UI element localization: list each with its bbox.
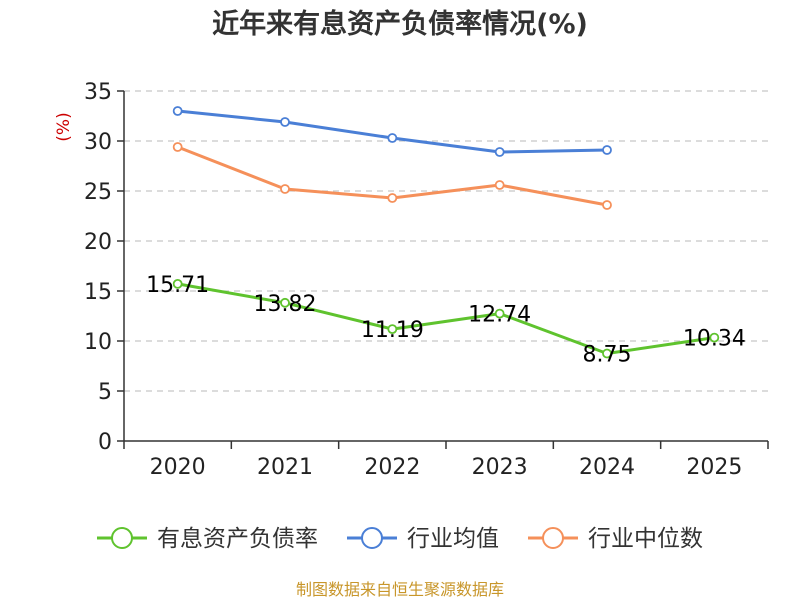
legend-label: 有息资产负债率 (157, 526, 318, 552)
x-tick-label: 2024 (579, 455, 635, 480)
data-point (602, 348, 612, 359)
series-line (177, 282, 715, 355)
data-labels: 15.71 13.82 11.19 12.74 8.75 10.34 (146, 273, 746, 368)
data-point (280, 117, 290, 127)
x-tick-label: 2021 (257, 455, 313, 480)
y-tick-label: 0 (98, 430, 112, 455)
y-axis-label: (%) (54, 112, 74, 141)
data-label: 10.34 (683, 327, 746, 352)
x-tick-label: 2025 (686, 455, 742, 480)
data-point (387, 133, 398, 143)
y-tick-label: 30 (84, 130, 112, 155)
data-point (709, 332, 720, 343)
y-tick-label: 20 (84, 230, 112, 255)
legend-label: 行业中位数 (588, 526, 703, 552)
legend-swatch-marker (542, 527, 564, 549)
x-tick-label: 2020 (150, 455, 206, 480)
data-point (602, 145, 612, 155)
data-point (602, 200, 612, 210)
legend: 有息资产负债率 行业均值 行业中位数 (97, 526, 703, 552)
data-label: 11.19 (361, 318, 424, 343)
x-tick-label: 2022 (364, 455, 420, 480)
y-tick-label: 25 (84, 180, 112, 205)
data-point (494, 147, 505, 157)
x-tick-label: 2023 (472, 455, 528, 480)
data-label: 12.74 (468, 303, 531, 328)
data-label: 15.71 (146, 273, 209, 298)
data-point (387, 324, 398, 335)
data-point (172, 142, 183, 152)
data-label: 8.75 (583, 343, 632, 368)
legend-swatch-marker (111, 527, 133, 549)
data-point (280, 184, 290, 194)
y-tick-label: 5 (98, 380, 112, 405)
chart-title: 近年来有息资产负债率情况(%) (212, 8, 588, 40)
data-point (494, 180, 505, 190)
data-point (172, 278, 183, 289)
y-tick-label: 15 (84, 280, 112, 305)
series-line (177, 109, 608, 154)
data-point (387, 193, 398, 203)
source-note: 制图数据来自恒生聚源数据库 (296, 580, 504, 599)
y-tick-label: 35 (84, 80, 112, 105)
series-group (172, 106, 720, 359)
data-point (494, 308, 505, 319)
legend-swatch-marker (361, 527, 383, 549)
y-tick-label: 10 (84, 330, 112, 355)
legend-label: 行业均值 (407, 526, 499, 552)
data-point (172, 106, 183, 116)
data-point (280, 297, 290, 308)
grid-lines (124, 90, 768, 392)
data-label: 13.82 (254, 292, 317, 317)
